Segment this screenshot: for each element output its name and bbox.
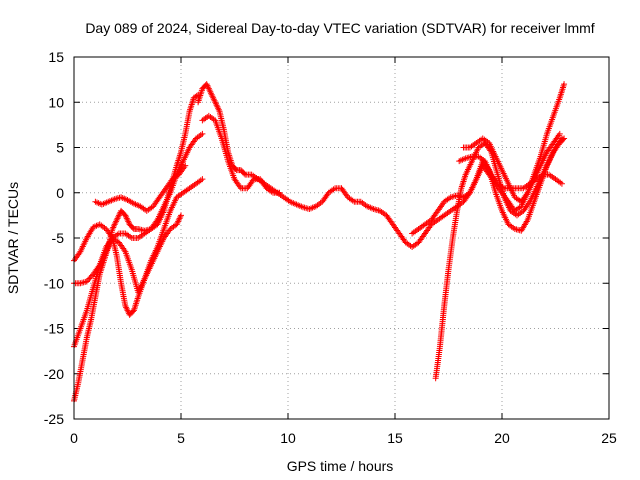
y-tick-label: 15 [48,49,64,65]
x-tick-label: 25 [601,430,617,446]
data-point [199,130,206,137]
y-tick-label: -15 [44,321,64,337]
chart-title: Day 089 of 2024, Sidereal Day-to-day VTE… [85,20,594,36]
data-point [556,130,563,137]
tick-labels: 0 5 10 15 20 25 -25 -20 -15 -10 -5 0 5 10 15 [44,49,617,446]
y-axis-label: SDTVAR / TECUs [5,182,21,294]
series-arc-7 [199,112,283,196]
grid [74,57,609,419]
data-point [241,170,248,177]
y-tick-label: 10 [48,94,64,110]
y-tick-label: 0 [56,185,64,201]
y-tick-label: -25 [44,411,64,427]
data-point [87,274,94,281]
data-point [83,278,90,285]
data-point [182,162,189,169]
y-tick-label: 5 [56,140,64,156]
x-tick-label: 15 [387,430,403,446]
plot-frame [73,56,610,420]
y-tick-label: -10 [44,275,64,291]
data-point [276,189,283,196]
data-point [199,176,206,183]
series-arc-11 [460,130,563,205]
data-point [85,276,92,283]
y-tick-label: -5 [52,230,65,246]
data-point [86,275,93,282]
series-arc-4 [71,130,206,287]
data-point [558,135,565,142]
x-axis-label: GPS time / hours [287,458,394,474]
data-point [561,81,568,88]
series-arc-5 [92,162,189,214]
series-arc-9 [432,135,565,382]
data-point [178,212,184,219]
x-tick-label: 0 [70,430,78,446]
data-point [558,180,565,187]
data-points [71,81,568,404]
x-tick-label: 10 [280,430,296,446]
y-tick-label: -20 [44,366,64,382]
x-tick-label: 20 [494,430,510,446]
x-tick-label: 5 [177,430,185,446]
